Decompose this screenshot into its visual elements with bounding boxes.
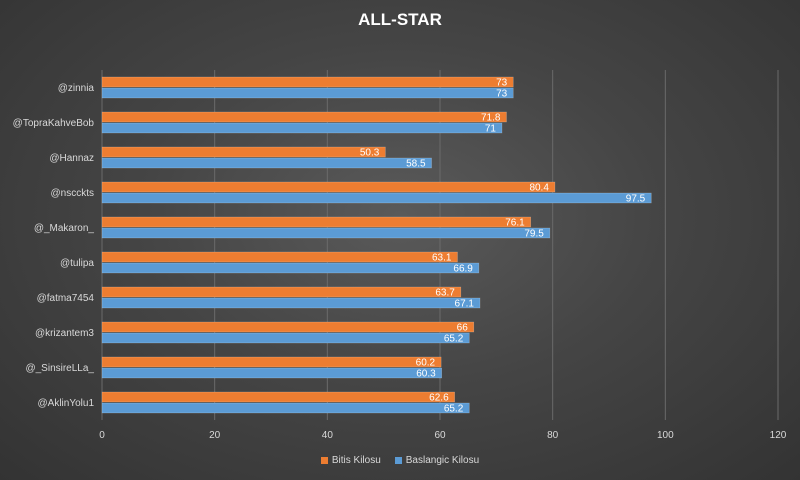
bar-bitis [101,76,514,88]
x-tick-label: 20 [209,430,221,441]
x-tick-label: 60 [434,430,446,441]
bar-baslangic [101,122,503,134]
data-label: 63.1 [432,253,452,264]
category-label: @nscckts [51,188,95,199]
bar-baslangic [101,87,514,99]
bar-bitis [101,391,455,403]
data-label: 50.3 [360,148,380,159]
bar-baslangic [101,402,470,414]
bar-bitis [101,146,386,158]
legend-label-series-2: Baslangic Kilosu [405,455,480,466]
bar-bitis [101,251,458,263]
legend-swatch-series-1 [320,457,328,464]
legend: Bitis Kilosu Baslangic Kilosu [0,455,800,466]
data-label: 60.2 [416,358,436,369]
category-label: @AklinYolu1 [38,398,95,409]
x-tick-label: 80 [547,430,559,441]
category-label: @Hannaz [49,153,94,164]
legend-item-series-1: Bitis Kilosu [320,455,381,466]
x-tick-label: 40 [322,430,334,441]
legend-item-series-2: Baslangic Kilosu [394,455,480,466]
data-label: 73 [496,89,508,100]
data-label: 71.8 [481,113,501,124]
x-tick-label: 120 [770,430,787,441]
category-label: @TopraKahveBob [13,118,95,129]
x-tick-label: 100 [657,430,674,441]
data-label: 66 [457,323,469,334]
data-label: 71 [485,124,497,135]
bar-baslangic [101,297,481,309]
category-label: @_SinsireLLa_ [25,363,94,374]
data-label: 62.6 [429,393,449,404]
category-label: @zinnia [58,83,95,94]
data-label: 80.4 [529,183,549,194]
data-label: 65.2 [444,404,464,415]
data-label: 65.2 [444,334,464,345]
legend-label-series-1: Bitis Kilosu [331,455,381,466]
bar-baslangic [101,157,432,169]
category-label: @krizantem3 [35,328,94,339]
category-label: @fatma7454 [37,293,95,304]
bar-baslangic [101,227,551,239]
data-label: 67.1 [455,299,475,310]
chart-title: ALL-STAR [358,10,442,29]
bar-bitis [101,181,556,193]
data-label: 63.7 [435,288,455,299]
data-label: 60.3 [416,369,436,380]
data-label: 73 [496,78,508,89]
bar-bitis [101,111,507,123]
bar-bitis [101,216,531,228]
data-label: 58.5 [406,159,426,170]
legend-swatch-series-2 [394,457,402,464]
x-tick-label: 0 [99,430,105,441]
bar-baslangic [101,192,652,204]
bar-baslangic [101,262,480,274]
bar-bitis [101,321,475,333]
bar-bitis [101,286,462,298]
category-label: @tulipa [60,258,94,269]
category-label: @_Makaron_ [34,223,95,234]
data-label: 79.5 [524,229,544,240]
data-label: 66.9 [453,264,473,275]
data-label: 76.1 [505,218,525,229]
bar-bitis [101,356,442,368]
data-label: 97.5 [626,194,646,205]
bar-baslangic [101,367,442,379]
bar-baslangic [101,332,470,344]
